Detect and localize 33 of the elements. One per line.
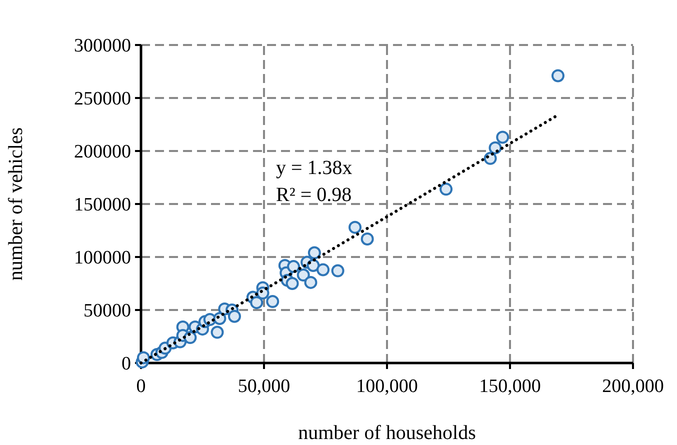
point (250, 296, 264, 310)
x-tick-label: 100,000 (356, 376, 418, 397)
x-tick-label: 150,000 (479, 376, 541, 397)
y-tick-label: 200000 (74, 142, 131, 163)
point (228, 310, 241, 323)
point (488, 141, 502, 154)
annotation: R² = 0.98 (276, 184, 352, 206)
point (296, 268, 310, 282)
point (316, 263, 330, 276)
y-tick-label: 100000 (74, 248, 131, 269)
y-tick-label: 0 (122, 354, 131, 375)
point (304, 276, 318, 289)
y-tick-label: 250000 (74, 88, 131, 110)
point (440, 182, 453, 196)
point (308, 246, 321, 260)
point (551, 69, 564, 82)
point (287, 260, 300, 274)
y-axis-title: number of vehicles (5, 127, 27, 281)
point (266, 295, 280, 308)
annotation: y = 1.38x (276, 157, 352, 179)
point (286, 277, 299, 290)
y-tick-label: 300000 (74, 36, 131, 57)
point (496, 130, 510, 144)
x-tick-label: 0 (136, 376, 146, 397)
y-tick-label: 150000 (74, 194, 131, 216)
x-tick-label: 200,000 (602, 376, 664, 397)
point (210, 326, 224, 339)
point (348, 220, 362, 234)
y-tick-label: 50000 (84, 300, 131, 322)
x-axis-title: number of households (298, 422, 476, 444)
x-tick-label: 50,000 (238, 376, 290, 397)
point (331, 264, 344, 278)
point (360, 232, 374, 246)
